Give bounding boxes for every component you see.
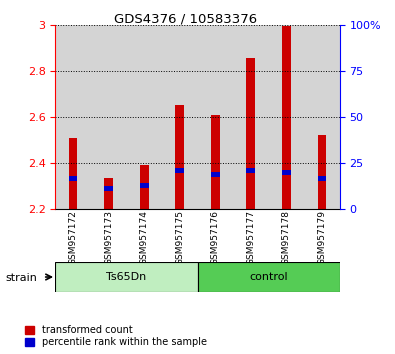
Bar	[246, 58, 255, 209]
Bar	[55, 262, 198, 292]
Text: GSM957176: GSM957176	[211, 210, 220, 265]
Text: Ts65Dn: Ts65Dn	[106, 272, 147, 282]
Bar	[104, 185, 113, 191]
Bar	[104, 178, 113, 209]
Bar	[318, 176, 326, 182]
Text: GSM957174: GSM957174	[140, 210, 149, 265]
Text: GSM957178: GSM957178	[282, 210, 291, 265]
Bar	[55, 25, 91, 209]
Text: GSM957173: GSM957173	[104, 210, 113, 265]
Bar	[211, 172, 220, 177]
Text: GDS4376 / 10583376: GDS4376 / 10583376	[114, 12, 257, 25]
Bar	[69, 138, 77, 209]
Bar	[140, 165, 149, 209]
Text: GSM957179: GSM957179	[318, 210, 326, 265]
Bar	[233, 25, 269, 209]
Text: control: control	[249, 272, 288, 282]
Text: GSM957175: GSM957175	[175, 210, 184, 265]
Text: GSM957177: GSM957177	[246, 210, 255, 265]
Bar	[175, 105, 184, 209]
Legend: transformed count, percentile rank within the sample: transformed count, percentile rank withi…	[24, 325, 207, 347]
Bar	[282, 170, 291, 175]
Bar	[126, 25, 162, 209]
Bar	[140, 183, 149, 188]
Bar	[246, 169, 255, 173]
Bar	[304, 25, 340, 209]
Bar	[198, 262, 340, 292]
Bar	[269, 25, 304, 209]
Bar	[175, 169, 184, 173]
Bar	[198, 25, 233, 209]
Bar	[318, 135, 326, 209]
Text: GSM957172: GSM957172	[69, 210, 77, 265]
Bar	[162, 25, 198, 209]
Bar	[282, 26, 291, 209]
Bar	[91, 25, 126, 209]
Text: strain: strain	[5, 273, 37, 283]
Bar	[211, 115, 220, 209]
Bar	[69, 176, 77, 182]
